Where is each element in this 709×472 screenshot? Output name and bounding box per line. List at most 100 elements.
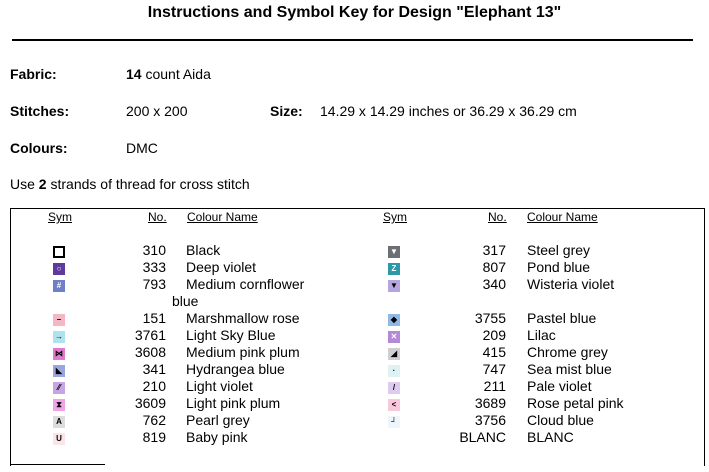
symbol-key-table bbox=[10, 208, 705, 466]
colour-number: 341 bbox=[142, 361, 166, 377]
letter-a-icon: A bbox=[53, 416, 65, 428]
diamond-icon: ◆ bbox=[388, 314, 400, 326]
colour-name: Deep violet bbox=[186, 259, 257, 275]
key-row: A 762 Pearl grey bbox=[0, 412, 709, 429]
key-row: → 3761 Light Sky Blue bbox=[0, 327, 709, 344]
colour-number: 210 bbox=[142, 378, 166, 394]
colour-number: 415 bbox=[482, 344, 506, 360]
key-row: ✕ 209 Lilac bbox=[0, 327, 709, 344]
fabric-count: 14 bbox=[126, 66, 142, 82]
corner-icon: ┘ bbox=[388, 416, 400, 428]
header-name-right: Colour Name bbox=[527, 210, 598, 224]
dash-icon: – bbox=[53, 314, 65, 326]
colours-value: DMC bbox=[126, 140, 158, 156]
colour-name: Light Sky Blue bbox=[186, 327, 276, 343]
colour-number: 3756 bbox=[474, 412, 506, 428]
key-row: ┘ 3756 Cloud blue bbox=[0, 412, 709, 429]
bowtie-icon: ⋈ bbox=[53, 348, 65, 360]
colour-name: Chrome grey bbox=[527, 344, 608, 360]
document-title: Instructions and Symbol Key for Design "… bbox=[147, 4, 562, 21]
down-triangle-icon: ▼ bbox=[388, 246, 400, 258]
hash-icon: # bbox=[53, 280, 65, 292]
circle-icon: ○ bbox=[53, 263, 65, 275]
colour-name: Medium pink plum bbox=[186, 344, 300, 360]
colour-number: 3689 bbox=[474, 395, 506, 411]
less-than-icon: < bbox=[388, 399, 400, 411]
colour-number: BLANC bbox=[459, 429, 506, 445]
colour-number: 747 bbox=[482, 361, 506, 377]
stitches-label: Stitches: bbox=[10, 103, 70, 119]
colour-number: 317 bbox=[482, 242, 506, 258]
colour-number: 151 bbox=[142, 310, 166, 326]
colour-number: 819 bbox=[142, 429, 166, 445]
down-triangle-icon: ▼ bbox=[388, 280, 400, 292]
key-row: ⁄⁄ 210 Light violet bbox=[0, 378, 709, 395]
colour-number: 340 bbox=[482, 276, 506, 292]
colour-name: Baby pink bbox=[186, 429, 248, 445]
colour-name: Rose petal pink bbox=[527, 395, 624, 411]
colour-name: Marshmallow rose bbox=[186, 310, 300, 326]
colour-number: 3608 bbox=[134, 344, 166, 360]
x-icon: ✕ bbox=[388, 331, 400, 343]
colour-name: Pastel blue bbox=[527, 310, 597, 326]
colour-name: Steel grey bbox=[527, 242, 591, 258]
colour-name: Pale violet bbox=[527, 378, 592, 394]
title-underline bbox=[12, 39, 693, 41]
key-row: ⋈ 3608 Medium pink plum bbox=[0, 344, 709, 361]
key-row: ▼ 317 Steel grey bbox=[0, 242, 709, 259]
dot-icon: · bbox=[388, 365, 400, 377]
slash-icon: / bbox=[388, 382, 400, 394]
hourglass-icon: ⧗ bbox=[53, 399, 65, 411]
key-row: 310 Black bbox=[0, 242, 709, 259]
key-row: ▼ 340 Wisteria violet bbox=[0, 276, 709, 293]
strands-instruction: Use 2 strands of thread for cross stitch bbox=[10, 176, 250, 192]
size-value: 14.29 x 14.29 inches or 36.29 x 36.29 cm bbox=[320, 103, 577, 119]
key-row: – 151 Marshmallow rose bbox=[0, 310, 709, 327]
key-row: BLANC BLANC bbox=[0, 429, 709, 446]
colour-number: 3609 bbox=[134, 395, 166, 411]
colour-name: Medium cornflower bbox=[186, 276, 305, 292]
instruction-text-end: strands of thread for cross stitch bbox=[46, 176, 250, 192]
strands-count: 2 bbox=[38, 176, 47, 192]
colour-number: 807 bbox=[482, 259, 506, 275]
colour-number: 310 bbox=[142, 242, 166, 258]
colour-number: 3755 bbox=[474, 310, 506, 326]
colour-name: Black bbox=[186, 242, 221, 258]
key-row: ⧗ 3609 Light pink plum bbox=[0, 395, 709, 412]
header-sym-right: Sym bbox=[383, 210, 407, 224]
triangle-icon: ◣ bbox=[53, 365, 65, 377]
colour-name: Lilac bbox=[527, 327, 556, 343]
black-square-outline-icon bbox=[53, 246, 65, 258]
stitches-value: 200 x 200 bbox=[126, 103, 188, 119]
blank-icon bbox=[388, 433, 400, 445]
key-row: · 747 Sea mist blue bbox=[0, 361, 709, 378]
fabric-label: Fabric: bbox=[10, 66, 57, 82]
size-label: Size: bbox=[270, 103, 303, 119]
colour-name: BLANC bbox=[527, 429, 574, 445]
colour-name: Pearl grey bbox=[186, 412, 250, 428]
colour-number: 209 bbox=[482, 327, 506, 343]
fabric-type: count Aida bbox=[141, 66, 211, 82]
colour-name: Cloud blue bbox=[527, 412, 594, 428]
colour-number: 793 bbox=[142, 276, 166, 292]
colour-number: 333 bbox=[142, 259, 166, 275]
header-no-right: No. bbox=[488, 210, 507, 224]
key-row: / 211 Pale violet bbox=[0, 378, 709, 395]
key-row: ○ 333 Deep violet bbox=[0, 259, 709, 276]
corner-triangle-icon: ◢ bbox=[388, 348, 400, 360]
key-row: #793 Medium cornflower blue bbox=[0, 276, 709, 309]
header-name-left: Colour Name bbox=[187, 210, 258, 224]
header-sym-left: Sym bbox=[48, 210, 72, 224]
colour-name: Light violet bbox=[186, 378, 253, 394]
key-row: ◆ 3755 Pastel blue bbox=[0, 310, 709, 327]
header-no-left: No. bbox=[148, 210, 167, 224]
instruction-text: Use bbox=[10, 176, 39, 192]
key-row: U 819 Baby pink bbox=[0, 429, 709, 446]
colour-name: Pond blue bbox=[527, 259, 591, 275]
key-row: Z 807 Pond blue bbox=[0, 259, 709, 276]
arrow-right-icon: → bbox=[53, 331, 65, 343]
colour-number: 211 bbox=[483, 378, 506, 394]
colour-name-continued: blue bbox=[172, 293, 199, 309]
table-bottom-rule bbox=[10, 464, 105, 465]
colour-name: Sea mist blue bbox=[527, 361, 612, 377]
